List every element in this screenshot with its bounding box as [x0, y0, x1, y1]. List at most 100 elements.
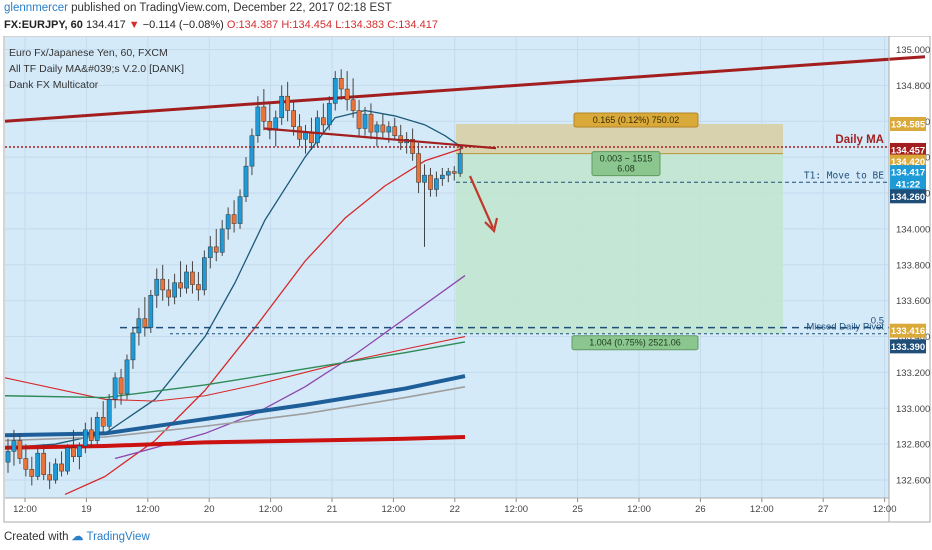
price-tag [890, 154, 926, 169]
x-tick-label: 12:00 [136, 504, 160, 515]
legend-indicator-1: All TF Daily MA&#039;s V.2.0 [DANK] [9, 63, 184, 75]
x-tick-label: 12:00 [873, 504, 897, 515]
high-value: H:134.454 [281, 19, 333, 31]
x-tick-label: 12:00 [750, 504, 774, 515]
candle-body [148, 295, 154, 328]
candle-body [416, 153, 421, 183]
gray-line [4, 385, 466, 442]
candle-body [326, 103, 332, 126]
daily-ma-label: Daily MA [835, 134, 884, 146]
candle-body [243, 165, 249, 197]
candle-body [166, 289, 172, 298]
candle-body [118, 377, 124, 395]
author-link[interactable]: glennmercer [4, 2, 68, 14]
pivot-label: Missed Daily Pivot [806, 322, 884, 333]
candle-body [100, 417, 106, 427]
stop-box [573, 112, 699, 128]
price-tag-label: 133.416 [891, 326, 925, 337]
candle-body [17, 440, 23, 459]
x-tick-label: 12:00 [627, 504, 651, 515]
fifty-label: 0.5 [871, 316, 884, 327]
y-tick-label: 135.000 [896, 45, 930, 56]
x-tick-label: 12:00 [259, 504, 283, 515]
close-value: C:134.417 [387, 19, 438, 31]
t1-label: T1: Move to BE [804, 170, 884, 181]
daily-ma-line [4, 55, 926, 123]
last-price: 134.417 [85, 19, 126, 31]
ema-fast-line [4, 109, 464, 449]
candle-body [88, 429, 94, 441]
candle-body [267, 121, 273, 131]
thick-blue-line [4, 374, 466, 438]
ratio-line-1: 0.003 ~ 1515 [600, 154, 653, 164]
publish-bar: glennmercer published on TradingView.com… [0, 0, 932, 18]
down-arrow-icon [468, 175, 495, 229]
quote-line: FX:EURJPY, 60 134.417 ▼ −0.114 (−0.08%) … [4, 19, 438, 31]
price-tag-label: 134.420 [891, 157, 925, 168]
x-tick-label: 12:00 [504, 504, 528, 515]
candle-body [160, 278, 166, 291]
candle-body [321, 117, 326, 126]
stop-box-label: 0.165 (0.12%) 750.02 [593, 115, 680, 125]
candle-body [344, 88, 350, 101]
legend-indicator-2: Dank FX Multicator [9, 79, 99, 91]
legend: Euro Fx/Japanese Yen, 60, FXCM All TF Da… [9, 47, 184, 91]
level-lines [5, 127, 889, 335]
x-tick-label: 25 [572, 504, 583, 515]
low-value: L:134.383 [335, 19, 385, 31]
x-tick-label: 12:00 [13, 504, 37, 515]
ema-slow-line [64, 147, 464, 496]
price-tag-label: 134.260 [891, 192, 925, 203]
x-tick-label: 12:00 [382, 504, 406, 515]
tradingview-link[interactable]: TradingView [86, 531, 150, 543]
created-with-label: Created with [4, 531, 69, 543]
candle-body [422, 174, 427, 183]
thick-red-line [4, 435, 466, 450]
candle-body [445, 171, 451, 176]
candle-body [386, 126, 392, 133]
ratio-line-2: 6.08 [617, 164, 635, 174]
price-tag [890, 189, 926, 204]
candle-body [285, 95, 290, 111]
chart-border [3, 36, 931, 523]
candle-body [332, 78, 338, 104]
price-tag [890, 116, 926, 131]
candle-body [279, 95, 285, 118]
candle-body [53, 463, 58, 481]
price-axis[interactable]: 132.600132.800133.000133.200133.400133.6… [888, 36, 930, 522]
candle-body [202, 257, 207, 291]
candle-body [255, 106, 261, 136]
candle-body [231, 214, 237, 224]
candle-body [190, 271, 195, 285]
candle-body [225, 214, 231, 230]
y-tick-label: 132.800 [896, 440, 930, 451]
candle-body [362, 113, 368, 129]
candle-body [23, 458, 29, 470]
price-tag [890, 323, 926, 338]
candle-body [261, 106, 267, 122]
candle-body [434, 178, 439, 190]
candle-body [130, 332, 136, 361]
position-zones [456, 123, 783, 334]
y-tick-label: 133.200 [896, 368, 930, 379]
time-axis[interactable]: 12:00 19 12:00 20 12:00 21 12:00 22 12:00 25 12:00… [5, 497, 897, 515]
candle-body [196, 284, 201, 291]
y-tick-label: 134.000 [896, 224, 930, 235]
take-profit-zone [456, 153, 783, 334]
ratio-box [591, 151, 661, 177]
red-thin-line [4, 336, 466, 402]
candle-body [440, 174, 445, 179]
price-tag-label: 133.390 [891, 342, 925, 353]
candle-body [71, 447, 76, 457]
indicator-lines [4, 55, 926, 496]
candle-body [237, 196, 243, 224]
price-tag [890, 142, 926, 157]
candle-body [41, 452, 47, 475]
target-box [571, 335, 699, 351]
candle-body [291, 110, 296, 127]
candle-body [112, 377, 118, 400]
candle-body [356, 110, 362, 129]
candle-body [47, 474, 52, 481]
